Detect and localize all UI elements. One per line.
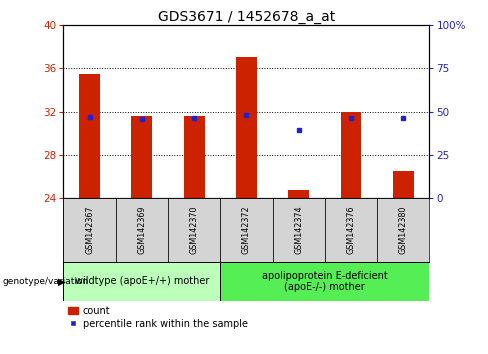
Bar: [273, 198, 325, 262]
Text: wildtype (apoE+/+) mother: wildtype (apoE+/+) mother: [75, 276, 209, 286]
Bar: [288, 190, 309, 198]
Text: GSM142374: GSM142374: [294, 206, 303, 255]
Bar: [183, 116, 204, 198]
Legend: count, percentile rank within the sample: count, percentile rank within the sample: [68, 306, 248, 329]
Bar: [393, 171, 414, 198]
Bar: [325, 198, 377, 262]
Bar: [377, 198, 429, 262]
Bar: [79, 74, 100, 198]
Text: genotype/variation: genotype/variation: [2, 277, 89, 286]
Text: GSM142380: GSM142380: [399, 206, 408, 254]
Bar: [341, 112, 362, 198]
Bar: [168, 198, 220, 262]
Text: apolipoprotein E-deficient
(apoE-/-) mother: apolipoprotein E-deficient (apoE-/-) mot…: [262, 270, 388, 292]
Title: GDS3671 / 1452678_a_at: GDS3671 / 1452678_a_at: [158, 10, 335, 24]
Text: GSM142369: GSM142369: [137, 206, 146, 255]
Text: ▶: ▶: [58, 276, 65, 286]
Bar: [236, 57, 257, 198]
Text: GSM142376: GSM142376: [346, 206, 356, 255]
Text: GSM142367: GSM142367: [85, 206, 94, 255]
Bar: [220, 262, 429, 301]
Text: GSM142372: GSM142372: [242, 206, 251, 255]
Bar: [63, 198, 116, 262]
Bar: [116, 198, 168, 262]
Bar: [220, 198, 273, 262]
Bar: [131, 116, 152, 198]
Text: GSM142370: GSM142370: [190, 206, 199, 255]
Bar: [63, 262, 220, 301]
